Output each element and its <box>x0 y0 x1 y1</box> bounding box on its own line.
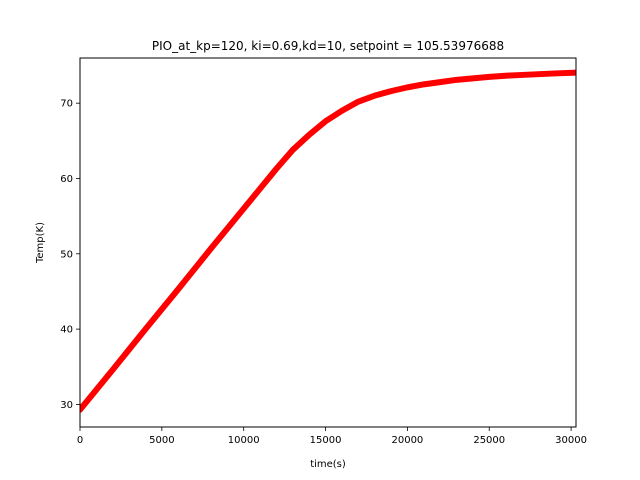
x-tick-label: 20000 <box>391 435 423 446</box>
x-axis: 0 5000 10000 15000 20000 25000 30000 <box>77 427 587 446</box>
y-tick-label: 40 <box>60 325 73 336</box>
y-tick-label: 70 <box>60 99 73 110</box>
y-tick-label: 60 <box>60 174 73 185</box>
x-tick-label: 25000 <box>473 435 505 446</box>
axes-frame <box>79 57 577 428</box>
plot-area <box>80 69 576 413</box>
y-tick-label: 50 <box>60 249 73 260</box>
x-tick-label: 0 <box>77 435 83 446</box>
series-line-0 <box>80 69 576 413</box>
x-tick-label: 30000 <box>555 435 587 446</box>
x-axis-label: time(s) <box>310 459 346 470</box>
y-axis: 30 40 50 60 70 <box>60 99 80 411</box>
y-tick-label: 30 <box>60 400 73 411</box>
x-tick-label: 5000 <box>149 435 174 446</box>
chart-title: PIO_at_kp=120, ki=0.69,kd=10, setpoint =… <box>152 39 504 53</box>
y-axis-label: Temp(K) <box>35 222 46 264</box>
x-tick-label: 15000 <box>310 435 342 446</box>
x-tick-label: 10000 <box>228 435 260 446</box>
